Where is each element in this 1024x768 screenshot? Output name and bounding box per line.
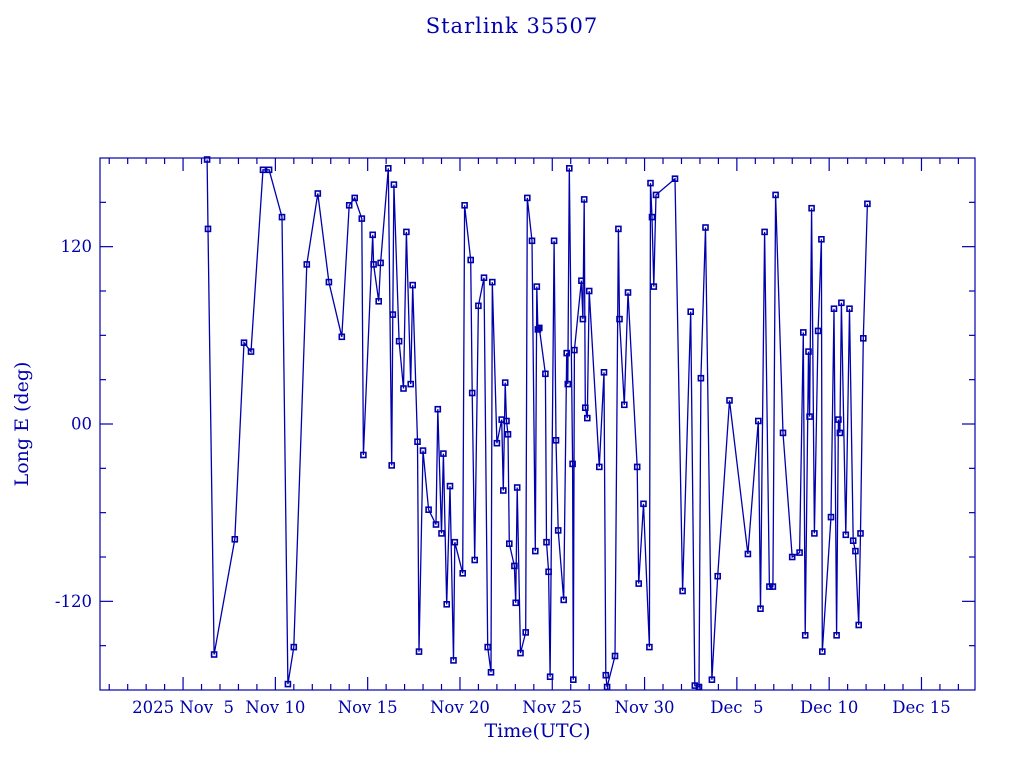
svg-text:Dec 10: Dec 10 (800, 698, 858, 717)
svg-text:Nov 15: Nov 15 (338, 698, 398, 717)
svg-text:-120: -120 (55, 592, 92, 611)
chart-title: Starlink 35507 (425, 14, 599, 38)
svg-text:Nov 30: Nov 30 (615, 698, 675, 717)
svg-text:2025 Nov 5: 2025 Nov 5 (132, 698, 234, 717)
x-axis-title: Time(UTC) (484, 720, 591, 742)
svg-text:Dec 15: Dec 15 (892, 698, 950, 717)
svg-text:120: 120 (61, 237, 93, 256)
svg-text:00: 00 (71, 415, 92, 434)
svg-text:Nov 25: Nov 25 (522, 698, 582, 717)
svg-text:Nov 10: Nov 10 (245, 698, 305, 717)
svg-text:Nov 20: Nov 20 (430, 698, 490, 717)
svg-text:Dec 5: Dec 5 (710, 698, 763, 717)
